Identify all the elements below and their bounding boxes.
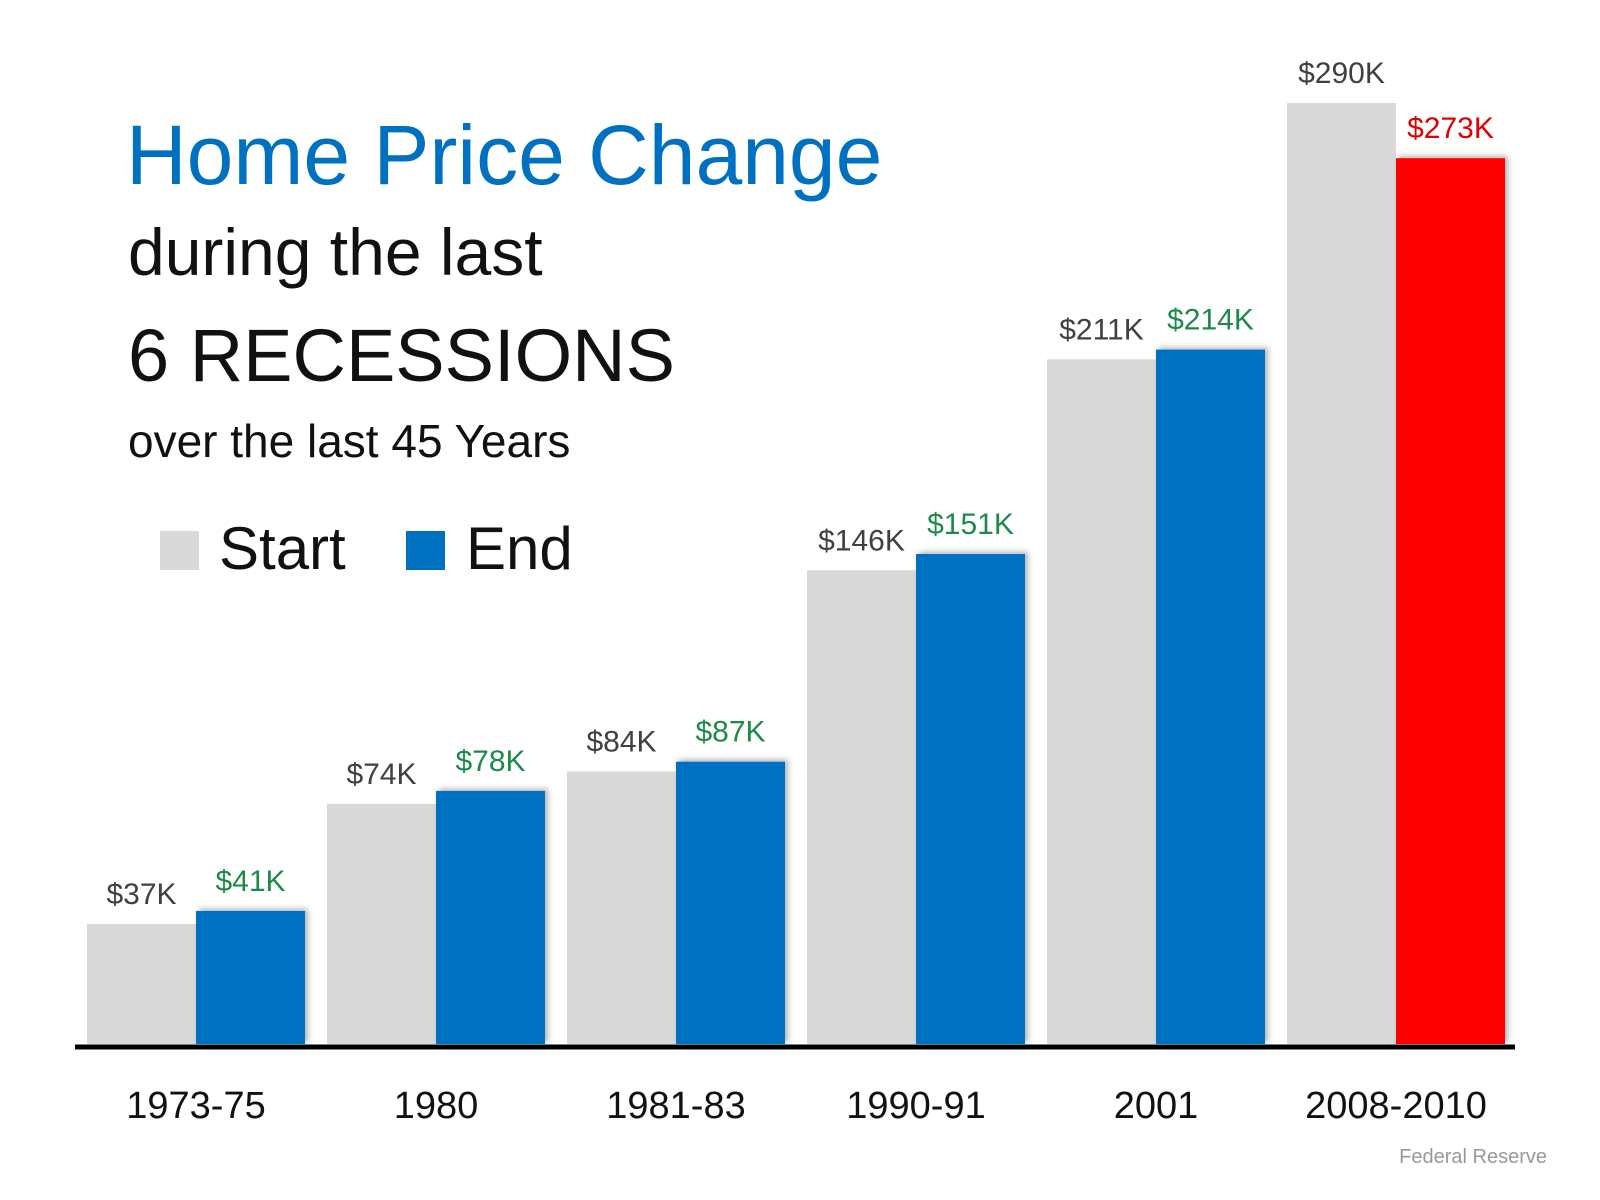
x-tick-label: 1990-91	[846, 1085, 985, 1127]
legend-swatch	[160, 531, 199, 570]
value-label: $211K	[1059, 313, 1144, 346]
value-label: $74K	[346, 758, 416, 791]
value-label: $273K	[1407, 112, 1494, 145]
value-label: $87K	[695, 716, 765, 749]
value-label: $151K	[927, 508, 1014, 541]
legend-label: End	[466, 515, 573, 582]
subtitle: during the last	[128, 215, 543, 289]
legend-swatch	[406, 531, 445, 570]
bar	[676, 761, 785, 1044]
x-tick-label: 1981-83	[606, 1085, 745, 1127]
bar	[1396, 158, 1505, 1045]
bar	[807, 570, 916, 1044]
note: over the last 45 Years	[128, 415, 570, 467]
legend-label: Start	[219, 515, 346, 582]
heading: 6 RECESSIONS	[128, 314, 675, 397]
bar	[196, 910, 305, 1044]
bar	[1287, 103, 1396, 1044]
x-tick-label: 1980	[394, 1085, 479, 1127]
value-label: $290K	[1298, 57, 1385, 90]
value-label: $78K	[455, 745, 525, 778]
bar	[327, 803, 436, 1044]
bar	[1156, 349, 1265, 1044]
x-tick-label: 2001	[1114, 1085, 1199, 1127]
value-label: $41K	[215, 865, 285, 898]
value-label: $37K	[106, 878, 176, 911]
bar	[916, 554, 1025, 1044]
bar	[436, 790, 545, 1044]
source: Federal Reserve	[1399, 1146, 1547, 1168]
value-label: $214K	[1167, 304, 1254, 337]
x-tick-label: 1973-75	[126, 1085, 265, 1127]
chart-title: Home Price Change	[126, 108, 882, 202]
bar	[1047, 359, 1156, 1044]
value-label: $146K	[818, 524, 905, 557]
x-tick-label: 2008-2010	[1305, 1085, 1487, 1127]
bar	[567, 771, 676, 1044]
bar	[87, 923, 196, 1044]
value-label: $84K	[586, 725, 656, 758]
